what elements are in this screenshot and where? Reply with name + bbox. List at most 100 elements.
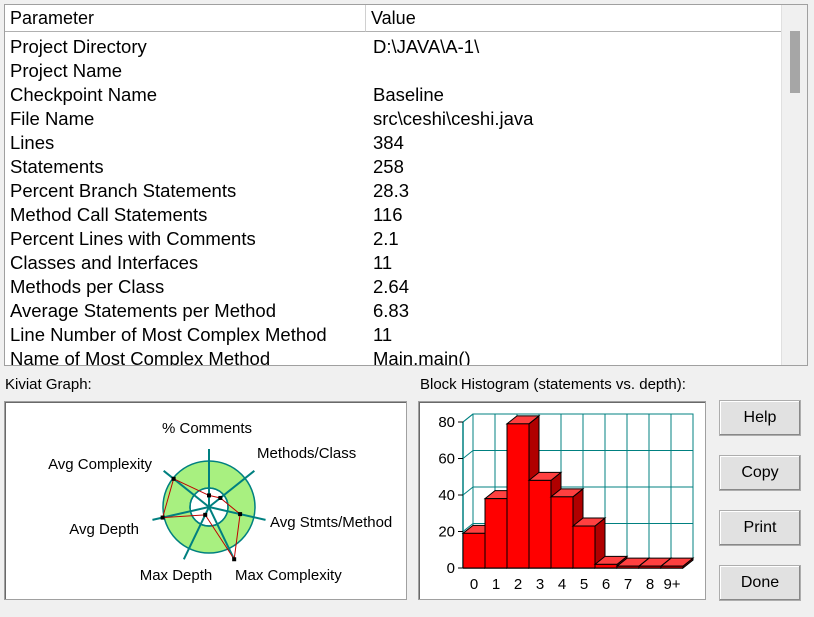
parameter-cell: Checkpoint Name (10, 84, 158, 105)
value-cell: 11 (373, 252, 393, 273)
value-cell: 11 (373, 324, 393, 345)
histogram-grid-line (462, 413, 474, 423)
kiviat-point (160, 515, 165, 520)
vertical-scrollbar[interactable] (781, 5, 807, 365)
parameter-cell: Name of Most Complex Method (10, 348, 271, 366)
table-row[interactable]: Line Number of Most Complex Method 11 (5, 323, 785, 347)
histogram-bar (616, 565, 640, 569)
table-row[interactable]: Lines 384 (5, 131, 785, 155)
kiviat-axis (208, 506, 266, 521)
done-button[interactable]: Done (719, 565, 801, 601)
metrics-table: Parameter Value Project Directory D:\JAVA… (4, 4, 808, 366)
value-cell: Baseline (373, 84, 444, 105)
table-row[interactable]: Percent Branch Statements 28.3 (5, 179, 785, 203)
scrollbar-thumb[interactable] (790, 31, 800, 93)
histogram-x-tick-label: 6 (602, 576, 610, 593)
kiviat-axis-label: Avg Complexity (48, 456, 152, 473)
help-button[interactable]: Help (719, 400, 801, 436)
table-row[interactable]: Percent Lines with Comments 2.1 (5, 227, 785, 251)
column-header-value[interactable]: Value (366, 5, 782, 32)
parameter-cell: Percent Lines with Comments (10, 228, 256, 249)
histogram-x-tick-label: 1 (492, 576, 500, 593)
table-row[interactable]: Average Statements per Method 6.83 (5, 299, 785, 323)
parameter-cell: Percent Branch Statements (10, 180, 237, 201)
kiviat-graph: % Comments Methods/Class Avg Stmts/Method M… (48, 420, 392, 584)
parameter-cell: Classes and Interfaces (10, 252, 199, 273)
table-row[interactable]: Project Name (5, 59, 785, 83)
kiviat-axis (208, 506, 236, 560)
table-row[interactable]: Classes and Interfaces 11 (5, 251, 785, 275)
table-row[interactable]: Method Call Statements 116 (5, 203, 785, 227)
block-histogram-panel: 0 20 40 60 80 0 1 2 3 4 5 6 7 8 9+ (418, 401, 706, 600)
histogram-grid-line (462, 450, 474, 459)
kiviat-polygon (161, 478, 241, 561)
kiviat-graph-panel: % Comments Methods/Class Avg Stmts/Method M… (4, 401, 407, 600)
kiviat-point (207, 493, 211, 498)
value-cell: 28.3 (373, 180, 410, 201)
histogram-x-tick-label: 9+ (663, 576, 680, 593)
kiviat-axis-label: Avg Depth (69, 521, 139, 538)
histogram-grid-line (462, 486, 474, 496)
parameter-cell: Statements (10, 156, 104, 177)
kiviat-axis-label: % Comments (162, 420, 252, 437)
kiviat-axis (163, 470, 210, 508)
kiviat-axis-label: Methods/Class (257, 445, 356, 462)
kiviat-point (203, 512, 208, 517)
kiviat-axis-label: Max Complexity (235, 567, 342, 584)
histogram-x-tick-label: 7 (624, 576, 632, 593)
value-cell: 258 (373, 156, 404, 177)
parameter-cell: Line Number of Most Complex Method (10, 324, 327, 345)
kiviat-point (238, 512, 243, 517)
histogram-bar (594, 563, 618, 569)
table-row[interactable]: File Name src\ceshi\ceshi.java (5, 107, 785, 131)
value-cell: 2.64 (373, 276, 410, 297)
parameter-cell: Methods per Class (10, 276, 165, 297)
histogram-y-tick-label: 40 (438, 487, 455, 504)
table-row[interactable]: Methods per Class 2.64 (5, 275, 785, 299)
histogram-y-tick-label: 0 (447, 560, 455, 577)
histogram-bar (484, 498, 508, 569)
parameter-cell: File Name (10, 108, 95, 129)
value-cell: src\ceshi\ceshi.java (373, 108, 534, 129)
value-cell: 6.83 (373, 300, 410, 321)
histogram-x-tick-label: 3 (536, 576, 544, 593)
value-cell: D:\JAVA\A-1\ (373, 36, 480, 57)
histogram-x-tick-label: 5 (580, 576, 588, 593)
parameter-cell: Average Statements per Method (10, 300, 277, 321)
histogram-x-tick-label: 8 (646, 576, 654, 593)
kiviat-axis-label: Max Depth (140, 567, 213, 584)
histogram-bar (550, 496, 574, 569)
value-cell: Main.main() (373, 348, 471, 366)
histogram-y-tick-label: 60 (438, 451, 455, 468)
table-row[interactable]: Checkpoint Name Baseline (5, 83, 785, 107)
table-row[interactable]: Project Directory D:\JAVA\A-1\ (5, 35, 785, 59)
print-button[interactable]: Print (719, 510, 801, 546)
histogram-grid-line (462, 523, 474, 532)
kiviat-point (232, 557, 237, 562)
histogram-bar (528, 479, 552, 569)
table-row[interactable]: Statements 258 (5, 155, 785, 179)
block-histogram-label: Block Histogram (statements vs. depth): (420, 376, 686, 393)
histogram-y-tick-label: 20 (438, 524, 455, 541)
histogram-bar (506, 423, 530, 569)
histogram-bar (462, 532, 486, 569)
kiviat-point (218, 495, 223, 500)
histogram-bar (660, 565, 684, 569)
histogram-bar (638, 565, 662, 569)
value-cell: 384 (373, 132, 404, 153)
value-cell: 116 (373, 204, 403, 225)
kiviat-axis-label: Avg Stmts/Method (270, 514, 392, 531)
histogram-y-tick-label: 80 (438, 414, 455, 431)
histogram-bar (572, 525, 596, 569)
value-cell: 2.1 (373, 228, 399, 249)
table-body: Project Directory D:\JAVA\A-1\ Project Nam… (5, 35, 785, 366)
kiviat-point (171, 476, 176, 481)
kiviat-axis (208, 470, 255, 508)
column-header-parameter[interactable]: Parameter (5, 5, 366, 32)
parameter-cell: Project Name (10, 60, 123, 81)
histogram-x-tick-label: 2 (514, 576, 522, 593)
histogram-x-tick-label: 0 (470, 576, 478, 593)
table-row[interactable]: Name of Most Complex Method Main.main() (5, 347, 785, 366)
copy-button[interactable]: Copy (719, 455, 801, 491)
